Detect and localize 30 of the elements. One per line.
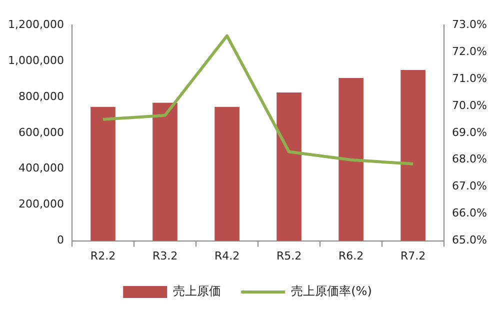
legend-label: 売上原価 xyxy=(173,284,222,298)
bar xyxy=(400,70,426,241)
y2-tick-label: 72.0% xyxy=(452,44,488,58)
bar xyxy=(214,106,240,241)
y2-tick-label: 73.0% xyxy=(452,18,488,31)
x-tick-label: R4.2 xyxy=(214,249,240,262)
y2-tick-label: 66.0% xyxy=(452,206,488,220)
y-tick-label: 200,000 xyxy=(18,198,64,211)
x-tick-label: R2.2 xyxy=(90,249,116,262)
y-tick-label: 1,200,000 xyxy=(8,18,64,31)
y-tick-label: 400,000 xyxy=(18,162,64,175)
y-tick-label: 1,000,000 xyxy=(8,54,64,67)
x-tick-label: R6.2 xyxy=(338,249,364,262)
x-tick-label: R7.2 xyxy=(400,249,426,262)
y2-tick-label: 67.0% xyxy=(452,180,488,193)
y2-tick-label: 71.0% xyxy=(452,72,488,85)
x-tick-label: R5.2 xyxy=(276,249,302,262)
y2-tick-label: 69.0% xyxy=(452,126,488,139)
x-tick-label: R3.2 xyxy=(152,249,178,262)
y2-tick-label: 65.0% xyxy=(452,234,488,247)
y-tick-label: 0 xyxy=(56,234,64,247)
y-tick-label: 600,000 xyxy=(18,126,64,139)
y2-tick-label: 70.0% xyxy=(452,98,488,112)
bar xyxy=(90,106,116,241)
y-tick-label: 800,000 xyxy=(18,90,64,103)
bar xyxy=(338,78,364,241)
legend-label: 売上原価率(%) xyxy=(291,284,372,298)
y2-tick-label: 68.0% xyxy=(452,152,488,166)
bar xyxy=(152,102,178,241)
bar xyxy=(276,92,302,241)
